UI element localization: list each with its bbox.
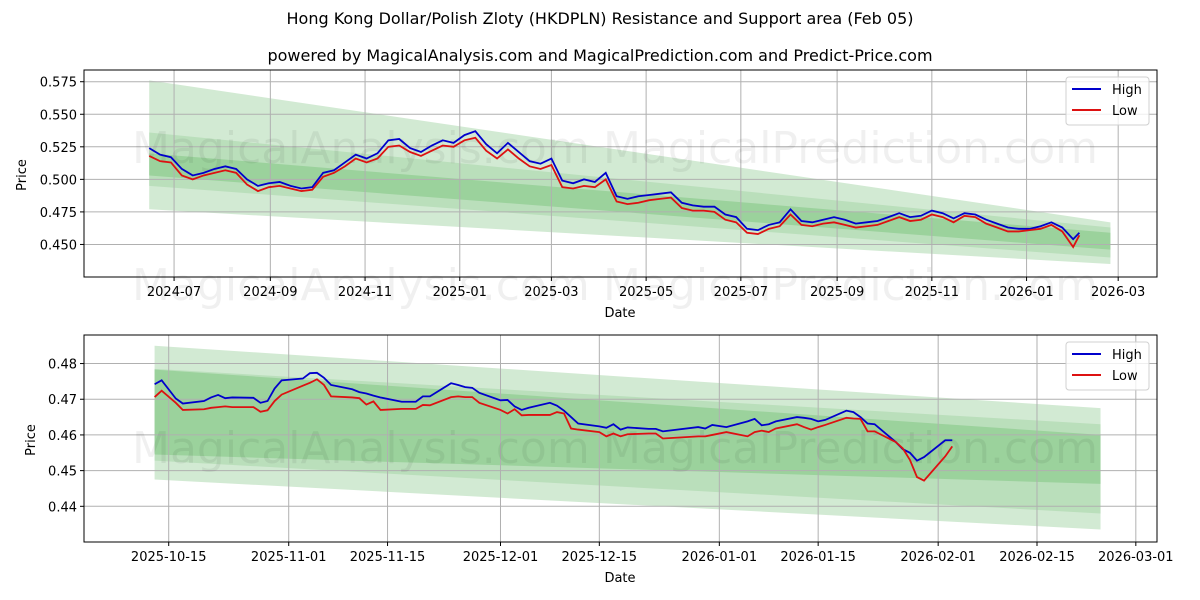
legend: High Low: [1065, 341, 1150, 391]
x-axis-label: Date: [604, 571, 635, 586]
x-tick-label: 2025-11: [905, 285, 959, 300]
x-tick-label: 2025-07: [714, 285, 768, 300]
watermark-right-lower: MagicalPrediction.com: [603, 260, 1098, 311]
legend: High Low: [1065, 76, 1150, 126]
chart-subtitle: powered by MagicalAnalysis.com and Magic…: [267, 46, 933, 65]
grid-lines: [84, 70, 1157, 277]
y-tick-label: 0.48: [48, 358, 77, 373]
y-tick-label: 0.575: [40, 76, 77, 91]
watermark-right: MagicalPrediction.com: [603, 123, 1098, 174]
watermark-left-lower: MagicalAnalysis.com: [132, 260, 590, 311]
x-axis-label: Date: [604, 306, 635, 321]
watermark-right: MagicalPrediction.com: [603, 423, 1098, 474]
plot-frame: [83, 334, 1158, 543]
y-tick-label: 0.450: [40, 238, 77, 253]
y-tick-label: 0.550: [40, 108, 77, 123]
watermark-left: MagicalAnalysis.com: [132, 123, 590, 174]
y-axis-label: Price: [15, 159, 30, 191]
x-tick-label: 2025-12-15: [562, 550, 638, 565]
plot-frame: [83, 69, 1158, 278]
x-tick-label: 2025-12-01: [463, 550, 539, 565]
low-line: [153, 378, 954, 482]
y-axis-ticks: 0.44 0.45 0.46 0.47 0.48: [48, 358, 84, 515]
x-tick-label: 2024-11: [338, 285, 392, 300]
y-tick-label: 0.47: [48, 393, 77, 408]
resistance-support-bands: [154, 345, 1101, 530]
x-tick-label: 2024-09: [243, 285, 297, 300]
legend-low-label: Low: [1112, 369, 1138, 384]
legend-high-label: High: [1112, 348, 1142, 363]
x-tick-label: 2025-03: [524, 285, 578, 300]
chart-title: Hong Kong Dollar/Polish Zloty (HKDPLN) R…: [286, 9, 914, 28]
x-tick-label: 2026-03: [1091, 285, 1145, 300]
x-tick-label: 2024-07: [147, 285, 201, 300]
x-tick-label: 2025-09: [810, 285, 864, 300]
x-tick-label: 2026-01-01: [682, 550, 758, 565]
x-tick-label: 2025-05: [619, 285, 673, 300]
x-tick-label: 2026-03-01: [1098, 550, 1174, 565]
x-tick-label: 2026-01-15: [780, 550, 856, 565]
legend-low-label: Low: [1112, 104, 1138, 119]
bottom-chart: MagicalAnalysis.com MagicalPrediction.co…: [24, 334, 1174, 586]
x-tick-label: 2026-02-15: [999, 550, 1075, 565]
x-tick-label: 2026-01: [999, 285, 1053, 300]
y-tick-label: 0.44: [48, 500, 77, 515]
x-axis-ticks: 2025-10-15 2025-11-01 2025-11-15 2025-12-01…: [131, 542, 1174, 565]
grid-lines: [84, 335, 1157, 542]
y-tick-label: 0.45: [48, 465, 77, 480]
y-axis-label: Price: [24, 424, 39, 456]
y-axis-ticks: 0.450 0.475 0.500 0.525 0.550 0.575: [40, 76, 84, 253]
y-tick-label: 0.46: [48, 429, 77, 444]
x-tick-label: 2025-11-01: [251, 550, 327, 565]
y-tick-label: 0.525: [40, 141, 77, 156]
legend-high-label: High: [1112, 83, 1142, 98]
watermark-left: MagicalAnalysis.com: [132, 423, 590, 474]
top-chart: MagicalAnalysis.com MagicalPrediction.co…: [15, 69, 1158, 321]
x-tick-label: 2025-11-15: [350, 550, 426, 565]
x-axis-ticks: 2024-07 2024-09 2024-11 2025-01 2025-03 2025-…: [147, 277, 1145, 300]
high-line: [148, 130, 1081, 241]
low-line: [148, 136, 1081, 249]
x-tick-label: 2025-10-15: [131, 550, 207, 565]
y-tick-label: 0.475: [40, 206, 77, 221]
x-tick-label: 2026-02-01: [900, 550, 976, 565]
high-line: [154, 371, 953, 462]
x-tick-label: 2025-01: [433, 285, 487, 300]
y-tick-label: 0.500: [40, 173, 77, 188]
